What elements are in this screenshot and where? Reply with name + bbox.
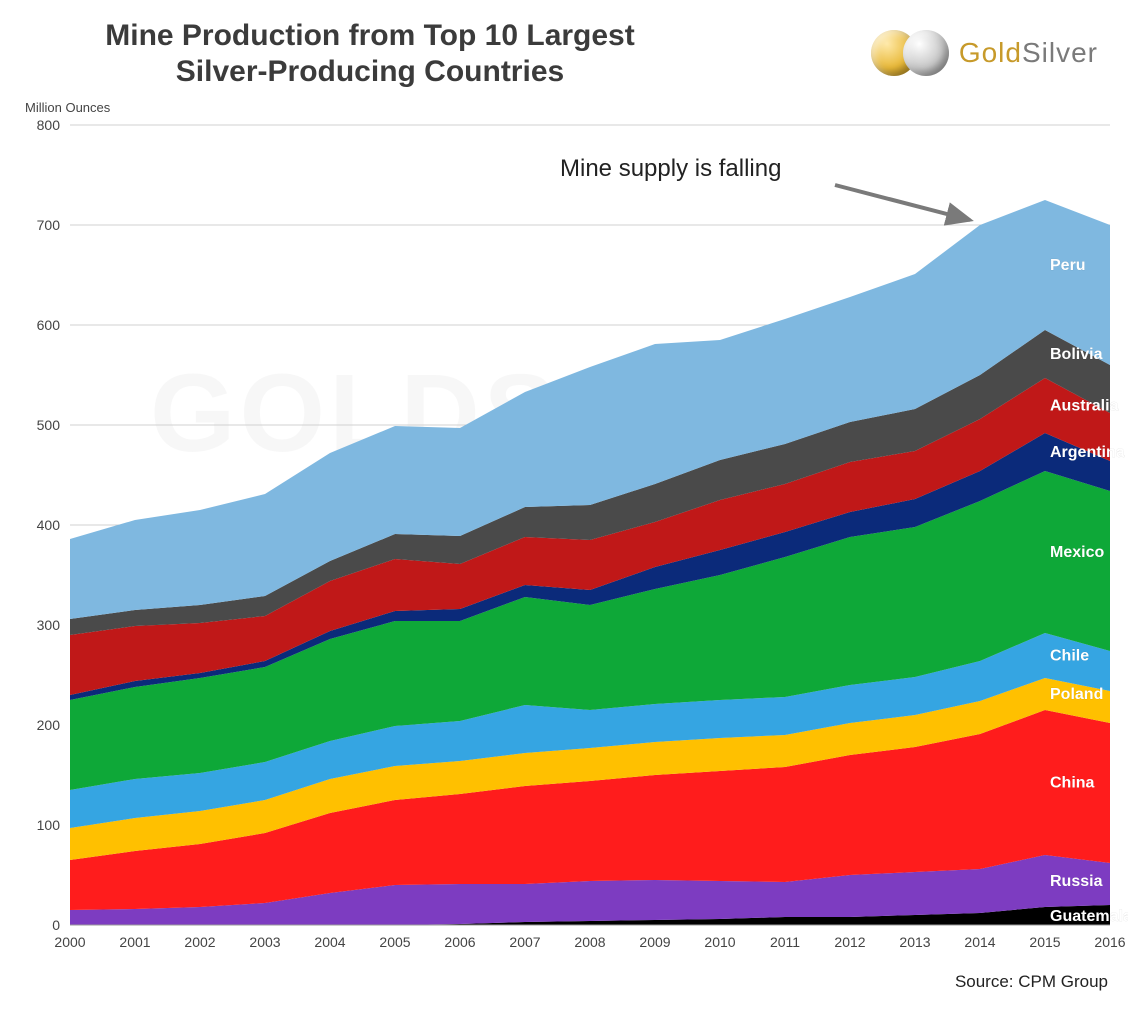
svg-text:0: 0 — [52, 917, 60, 933]
svg-text:2005: 2005 — [379, 934, 410, 950]
svg-text:200: 200 — [37, 717, 61, 733]
annotation-arrow — [835, 185, 970, 220]
svg-text:2001: 2001 — [119, 934, 150, 950]
series-label-argentina: Argentina — [1050, 444, 1125, 461]
svg-text:100: 100 — [37, 817, 61, 833]
chart-container: GOLDSILVER Mine Production from Top 10 L… — [0, 0, 1128, 1010]
svg-text:2004: 2004 — [314, 934, 345, 950]
svg-text:2011: 2011 — [770, 934, 800, 950]
series-label-mexico: Mexico — [1050, 544, 1104, 561]
svg-text:500: 500 — [37, 417, 61, 433]
series-label-peru: Peru — [1050, 257, 1086, 274]
svg-text:400: 400 — [37, 517, 61, 533]
svg-text:2002: 2002 — [184, 934, 215, 950]
series-label-guatemala: Guatemala — [1050, 908, 1128, 925]
svg-text:2009: 2009 — [639, 934, 670, 950]
svg-text:2007: 2007 — [509, 934, 540, 950]
svg-text:600: 600 — [37, 317, 61, 333]
svg-text:2000: 2000 — [54, 934, 85, 950]
svg-text:2015: 2015 — [1029, 934, 1060, 950]
svg-text:2003: 2003 — [249, 934, 280, 950]
series-label-chile: Chile — [1050, 648, 1089, 665]
svg-text:2010: 2010 — [704, 934, 735, 950]
svg-text:300: 300 — [37, 617, 61, 633]
svg-text:2016: 2016 — [1094, 934, 1125, 950]
annotation-text: Mine supply is falling — [560, 155, 781, 183]
series-label-australia: Australia — [1050, 398, 1119, 415]
source-text: Source: CPM Group — [955, 972, 1108, 992]
svg-text:2012: 2012 — [834, 934, 865, 950]
series-label-poland: Poland — [1050, 686, 1103, 703]
series-label-russia: Russia — [1050, 873, 1103, 890]
svg-text:2013: 2013 — [899, 934, 930, 950]
svg-text:2006: 2006 — [444, 934, 475, 950]
series-label-china: China — [1050, 775, 1095, 792]
svg-text:800: 800 — [37, 117, 61, 133]
series-label-bolivia: Bolivia — [1050, 346, 1103, 363]
svg-text:2008: 2008 — [574, 934, 605, 950]
svg-text:2014: 2014 — [964, 934, 995, 950]
svg-text:700: 700 — [37, 217, 61, 233]
stacked-area-chart: 0 100 200 300 400 500 600 700 800 Guatemala Russia… — [0, 0, 1128, 1010]
